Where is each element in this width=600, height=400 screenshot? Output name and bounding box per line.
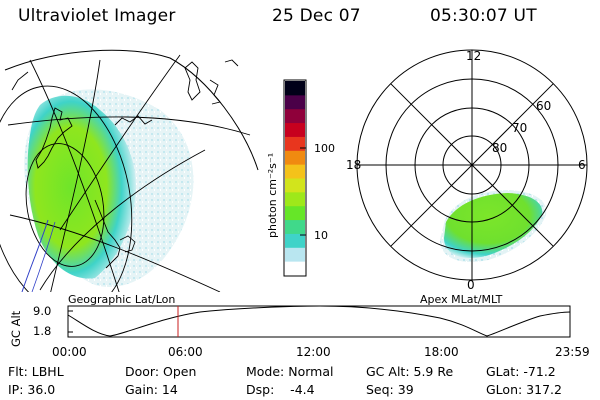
apex-caption: Apex MLat/MLT (420, 293, 503, 306)
mlat-label-70: 70 (512, 121, 527, 135)
mlt-label-0: 0 (467, 278, 475, 292)
colorbar-swatch (285, 108, 305, 124)
alt-tick-1-8: 1.8 (33, 324, 51, 338)
colorbar-swatch (285, 178, 305, 193)
colorbar-unit-label: photon cm⁻²s⁻¹ (266, 153, 279, 238)
geographic-map (0, 49, 259, 292)
mlt-label-6: 6 (578, 158, 586, 172)
colorbar-swatch (285, 94, 305, 110)
info-ip: IP: 36.0 (8, 382, 56, 397)
alt-axis-label: GC Alt (9, 310, 23, 347)
info-gc-alt: GC Alt: 5.9 Re (366, 364, 454, 379)
info-gain: Gain: 14 (125, 382, 178, 397)
colorbar-swatch (285, 219, 305, 234)
colorbar-swatch (285, 233, 305, 248)
mlt-label-12: 12 (466, 49, 481, 63)
polar-mlt-plot: 12 18 6 0 60 70 80 (346, 49, 588, 292)
info-flt: Flt: LBHL (8, 364, 64, 379)
info-dsp: Dsp: -4.4 (246, 382, 315, 397)
colorbar-swatch (285, 81, 305, 96)
altitude-curve (67, 305, 571, 337)
info-seq: Seq: 39 (366, 382, 414, 397)
colorbar-swatch (285, 164, 305, 179)
colorbar-swatch (285, 191, 305, 207)
colorbar-swatch (285, 136, 305, 151)
colorbar-swatch (285, 261, 305, 276)
alt-tick-9: 9.0 (33, 304, 51, 318)
colorbar-tick-10: 10 (314, 229, 328, 242)
time-tick-0000: 00:00 (52, 345, 87, 359)
mlat-label-80: 80 (492, 141, 507, 155)
time-tick-2359: 23:59 (555, 345, 590, 359)
geographic-caption: Geographic Lat/Lon (68, 293, 175, 306)
time-tick-1800: 18:00 (424, 345, 459, 359)
colorbar-tick-100: 100 (314, 142, 335, 155)
colorbar-swatch (285, 122, 305, 137)
time-tick-0600: 06:00 (168, 345, 203, 359)
altitude-plot: 9.0 1.8 GC Alt 00:00 06:00 12:00 18:00 2… (9, 304, 590, 359)
colorbar-swatch (285, 150, 305, 165)
info-mode: Mode: Normal (246, 364, 334, 379)
image-time: 05:30:07 UT (430, 6, 537, 26)
info-glat: GLat: -71.2 (486, 364, 556, 379)
aurora-oval-apex (444, 193, 543, 258)
mlat-label-60: 60 (536, 99, 551, 113)
time-tick-1200: 12:00 (296, 345, 331, 359)
info-door: Door: Open (125, 364, 197, 379)
colorbar: 100 10 photon cm⁻²s⁻¹ (266, 79, 335, 277)
colorbar-swatch (285, 205, 305, 221)
image-date: 25 Dec 07 (272, 6, 361, 26)
instrument-title: Ultraviolet Imager (18, 6, 176, 26)
mlt-label-18: 18 (346, 158, 361, 172)
info-glon: GLon: 317.2 (486, 382, 562, 397)
colorbar-swatch (285, 247, 305, 262)
